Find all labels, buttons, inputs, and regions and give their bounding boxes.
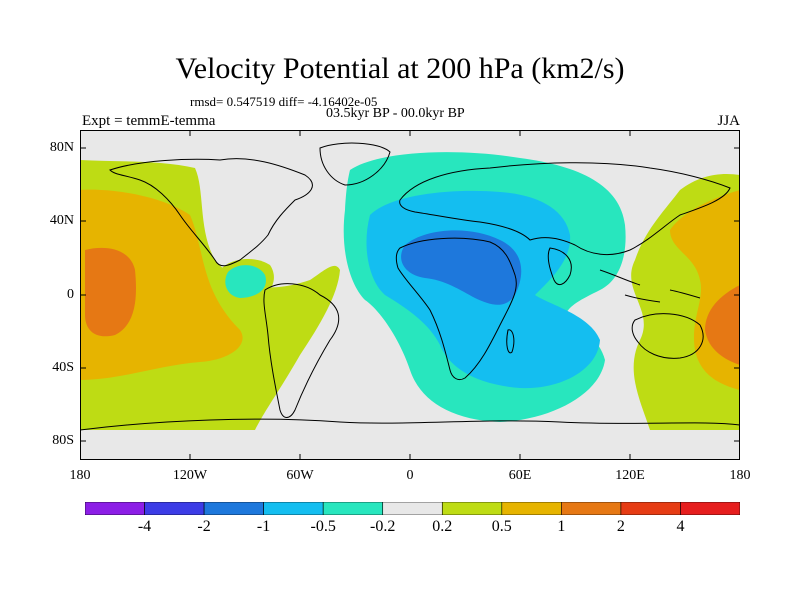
statistics-subtitle: rmsd= 0.547519 diff= -4.16402e-05 [190,94,378,109]
experiment-label: Expt = temmE-temma [82,113,216,129]
color-bar-swatch [620,502,681,515]
lat-label-80n: 80N [49,140,74,155]
lon-label-0: 0 [406,468,414,483]
color-bar-label: -0.2 [370,518,396,535]
color-bar-swatch [680,502,740,515]
lon-label-60e: 60E [508,468,532,483]
contour-pos-1-east [705,285,740,365]
season-label: JJA [717,113,740,129]
color-bar-swatch [561,502,622,515]
lat-label-80s: 80S [52,433,74,448]
coastlines [80,142,740,431]
color-bar-label: -0.5 [310,518,336,535]
lon-label-120w: 120W [172,468,208,483]
color-bar-label: 1 [557,518,566,535]
color-bar-label: 4 [676,518,685,535]
lat-label-40s: 40S [52,360,74,375]
contour-neg-1-main [401,230,522,305]
color-bar-label: -4 [137,518,152,535]
color-bar-swatch [501,502,562,515]
period-subtitle: 03.5kyr BP - 00.0kyr BP [326,106,465,121]
color-bar-label: -2 [197,518,211,535]
color-bar-label: 0.2 [432,518,453,535]
tick-marks [80,130,740,460]
color-bar-label: 0.5 [491,518,512,535]
color-bar-swatch [144,502,205,515]
color-bar-label: -1 [256,518,271,535]
lat-label-0: 0 [67,287,74,302]
color-bar-swatch [441,502,503,515]
color-bar-swatch [263,502,324,515]
chart-title: Velocity Potential at 200 hPa (km2/s) [175,52,625,85]
color-bar-label: 2 [616,518,625,535]
contour-pos-0.5-west [80,189,243,380]
color-bar [85,502,740,515]
color-bar-swatch [322,502,384,515]
contour-neg-0.2-caribbean [225,265,266,298]
contour-pos-1-west [85,247,136,337]
lon-label-60w: 60W [286,468,314,483]
color-bar-swatch [85,502,145,515]
lon-label-180w: 180 [69,468,91,483]
lon-label-120e: 120E [615,468,645,483]
velocity-potential-map [80,130,740,460]
color-bar-swatch [203,502,264,515]
lat-label-40n: 40N [49,213,74,228]
lon-label-180e: 180 [729,468,751,483]
color-bar-swatch [382,502,443,515]
